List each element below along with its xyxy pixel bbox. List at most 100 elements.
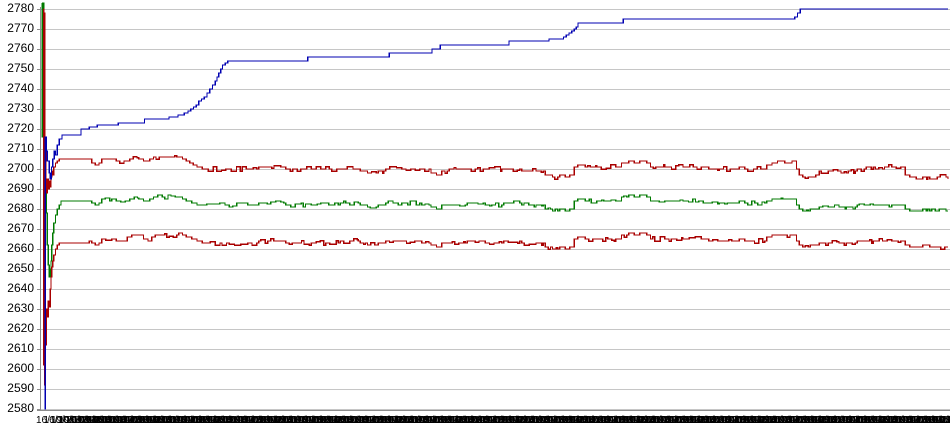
x-axis-tick-label: 16/10/09 10:45 (701, 415, 768, 426)
x-axis-tick-label: 16/10/09 12:30 (406, 415, 474, 426)
y-axis-tick-label: 2600 (7, 361, 34, 375)
x-axis-tick-label: 16/10/09 10:45 (36, 415, 103, 426)
x-axis-tick-label: 16/10/09 10:45 (338, 415, 406, 426)
x-axis-tick-label: 20/10/09 15:45 (255, 415, 322, 426)
x-axis-tick-label: 16/10/09 10:45 (822, 415, 889, 426)
x-axis-tick-label: 19/10/09 14:00 (844, 415, 912, 426)
x-axis-tick-label: 21/10/09 11:00 (927, 415, 950, 426)
y-axis-tick-label: 2670 (7, 221, 34, 235)
x-axis-tick-label: 16/10/09 10:45 (277, 415, 345, 426)
x-axis-tick-label: 20/10/09 10:30 (670, 415, 738, 426)
x-axis-tick-label: 20/10/09 15:45 (738, 415, 806, 426)
x-axis-tick-label: 21/10/09 11:00 (806, 415, 873, 426)
x-axis-tick-label: 16/10/09 12:30 (164, 415, 232, 426)
x-axis-tick-label: 19/10/09 14:00 (723, 415, 791, 426)
x-axis-tick-label: 16/10/09 10:45 (640, 415, 708, 426)
y-axis-tick-label: 2590 (7, 381, 34, 395)
x-axis-tick-label: 20/10/09 10:30 (368, 415, 436, 426)
y-axis-tick-label: 2710 (7, 141, 34, 155)
x-axis-tick-label: 19/10/09 9:15 (51, 415, 113, 426)
x-axis-tick-label: 16/10/09 12:30 (587, 415, 655, 426)
x-axis-tick-label: 20/10/09 10:30 (187, 415, 254, 426)
x-axis-tick-label: 20/10/09 15:45 (497, 415, 564, 426)
x-axis-tick-label: 21/10/09 11:00 (565, 415, 632, 426)
y-axis-tick-label: 2680 (7, 201, 34, 215)
x-axis-tick-label: 16/10/09 10:45 (580, 415, 647, 426)
y-axis-tick-label: 2740 (7, 81, 34, 95)
x-axis-tick-label: 21/10/09 11:00 (444, 415, 511, 426)
x-axis-tick-label: 16/10/09 12:30 (224, 415, 292, 426)
y-axis-tick-label: 2760 (7, 41, 34, 55)
y-axis-tick-label: 2610 (7, 341, 34, 355)
x-axis-tick-label: 19/10/09 9:15 (474, 415, 536, 426)
x-axis-tick-label: 20/10/09 15:45 (376, 415, 443, 426)
y-axis-tick-label: 2780 (7, 1, 34, 15)
x-axis-tick-label: 22/10/09 13:15 (391, 415, 458, 426)
x-axis-tick-label: 19/10/09 14:00 (58, 415, 126, 426)
x-axis-tick-label: 21/10/09 11:00 (202, 415, 269, 426)
series-green-mid-line (41, 2, 948, 278)
x-axis-tick-label: 22/10/09 13:15 (633, 415, 700, 426)
x-axis-tick-label: 20/10/09 10:30 (308, 415, 375, 426)
y-axis-tick-label: 2660 (7, 241, 34, 255)
x-axis-tick-label: 16/10/09 10:45 (217, 415, 285, 426)
series-blue-max-line (44, 8, 948, 410)
x-axis-tick-label: 20/10/09 15:45 (678, 415, 746, 426)
y-axis-tick-label: 2690 (7, 181, 34, 195)
x-axis-tick-label: 19/10/09 14:00 (119, 415, 186, 426)
x-axis-tick-label: 20/10/09 15:45 (557, 415, 625, 426)
y-axis-tick-label: 2770 (7, 21, 34, 35)
x-axis-tick-label: 19/10/09 14:00 (663, 415, 731, 426)
x-axis-tick-label: 20/10/09 10:30 (429, 415, 496, 426)
x-axis-tick-label: 22/10/09 13:15 (330, 415, 398, 426)
x-axis-tick-label: 21/10/09 11:00 (504, 415, 571, 426)
x-axis-tick-label: 16/10/09 12:30 (648, 415, 715, 426)
x-axis-tick-label: 16/10/09 10:45 (398, 415, 466, 426)
x-axis-tick-label: 21/10/09 11:00 (383, 415, 450, 426)
x-axis-tick-label: 21/10/09 11:00 (686, 415, 753, 426)
x-axis-tick-label: 22/10/09 13:15 (935, 415, 950, 426)
x-axis-tick-label: 19/10/09 9:15 (292, 415, 355, 426)
x-axis-tick-label: 20/10/09 15:45 (799, 415, 867, 426)
x-axis-tick-label: 19/10/09 14:00 (300, 415, 368, 426)
x-axis-tick-label: 22/10/09 13:15 (874, 415, 942, 426)
x-axis-tick-label: 19/10/09 9:15 (413, 415, 476, 426)
y-axis-tick-label: 2700 (7, 161, 34, 175)
series-red-upper-line (43, 8, 949, 386)
x-axis-tick-label: 21/10/09 11:00 (141, 415, 208, 426)
x-axis-tick-label: 20/10/09 10:30 (126, 415, 194, 426)
x-axis-tick-label: 22/10/09 13:15 (754, 415, 821, 426)
y-axis-tick-label: 2750 (7, 61, 34, 75)
series-red-lower-line (43, 8, 948, 386)
x-axis-tick-label: 16/10/09 12:30 (829, 415, 897, 426)
x-axis-tick-label: 16/10/09 12:30 (890, 415, 950, 426)
x-axis-tick-label: 16/10/09 12:30 (708, 415, 776, 426)
x-axis-tick-label: 19/10/09 14:00 (784, 415, 851, 426)
x-axis-tick-label: 22/10/09 13:15 (270, 415, 338, 426)
x-axis-tick-label: 21/10/09 11:00 (323, 415, 390, 426)
y-axis-tick-label: 2580 (7, 401, 34, 415)
x-axis-tick-label: 19/10/09 9:15 (776, 415, 838, 426)
x-axis-tick-label: 19/10/09 14:00 (602, 415, 670, 426)
x-axis-tick-label: 19/10/09 9:15 (353, 415, 415, 426)
x-axis-tick-label: 22/10/09 13:15 (693, 415, 761, 426)
x-axis-tick-label: 19/10/09 14:00 (179, 415, 247, 426)
x-axis-tick-label: 21/10/09 11:00 (81, 415, 148, 426)
x-axis-tick-label: 22/10/09 13:15 (149, 415, 217, 426)
x-axis-tick-label: 20/10/09 10:30 (247, 415, 315, 426)
x-axis-tick-label: 20/10/09 10:30 (791, 415, 859, 426)
x-axis-tick-label: 19/10/09 14:00 (421, 415, 489, 426)
x-axis-tick-label: 19/10/09 9:15 (716, 415, 778, 426)
x-axis-tick-label: 16/10/09 12:30 (104, 415, 171, 426)
x-axis-tick-label: 22/10/09 13:15 (209, 415, 277, 426)
y-axis-tick-label: 2640 (7, 281, 34, 295)
x-axis-tick-label: 20/10/09 15:45 (617, 415, 685, 426)
x-axis-tick-label: 22/10/09 13:15 (451, 415, 519, 426)
x-axis-tick-label: 22/10/09 13:15 (512, 415, 579, 426)
x-axis-tick-label: 16/10/09 12:30 (527, 415, 595, 426)
x-axis-tick-label: 16/10/09 10:45 (761, 415, 829, 426)
x-axis-tick-label: 20/10/09 15:45 (315, 415, 383, 426)
x-axis-tick-label: 20/10/09 10:30 (489, 415, 557, 426)
y-axis-tick-label: 2650 (7, 261, 34, 275)
